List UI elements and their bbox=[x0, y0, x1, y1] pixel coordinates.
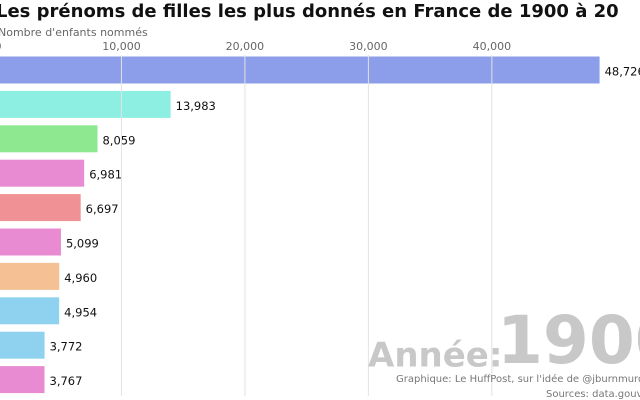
year-label: Année: bbox=[368, 336, 502, 376]
chart-title: Les prénoms de filles les plus donnés en… bbox=[0, 1, 619, 22]
value-label: 4,954 bbox=[64, 305, 97, 319]
axis-label: Nombre d'enfants nommés bbox=[0, 26, 148, 39]
value-label: 5,099 bbox=[66, 237, 99, 251]
value-label: 13,983 bbox=[176, 99, 216, 113]
value-label: 3,772 bbox=[50, 340, 83, 354]
bar bbox=[0, 56, 600, 84]
bar bbox=[0, 228, 61, 256]
bar bbox=[0, 125, 98, 153]
value-label: 3,767 bbox=[50, 374, 83, 388]
bar bbox=[0, 262, 60, 290]
value-label: 4,960 bbox=[64, 271, 97, 285]
x-tick-label: 10,000 bbox=[102, 40, 141, 53]
bar bbox=[0, 90, 171, 118]
x-tick-label: 40,000 bbox=[473, 40, 512, 53]
value-label: 6,981 bbox=[89, 168, 122, 182]
source: Sources: data.gouv.f bbox=[546, 389, 640, 400]
x-tick-label: 20,000 bbox=[226, 40, 265, 53]
bar bbox=[0, 366, 45, 394]
x-tick-label: 30,000 bbox=[349, 40, 388, 53]
year: 1900 bbox=[497, 302, 640, 379]
bar bbox=[0, 331, 45, 359]
bar bbox=[0, 297, 60, 325]
credit: Graphique: Le HuffPost, sur l'idée de @j… bbox=[396, 373, 640, 385]
bar bbox=[0, 159, 85, 187]
value-label: 6,697 bbox=[86, 202, 119, 216]
value-label: 8,059 bbox=[102, 133, 135, 147]
value-label: 48,726 bbox=[605, 65, 640, 79]
bar bbox=[0, 194, 81, 222]
x-tick-label: 0 bbox=[0, 40, 2, 53]
